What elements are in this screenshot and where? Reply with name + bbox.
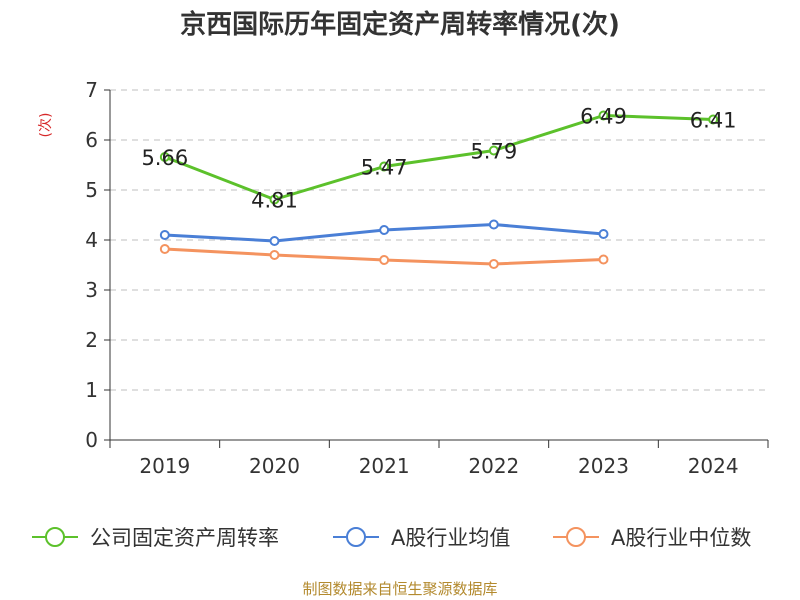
x-tick-label: 2024 xyxy=(688,454,739,478)
series-line xyxy=(164,114,714,201)
data-point xyxy=(379,161,390,172)
legend-marker xyxy=(566,527,586,547)
y-tick-label: 7 xyxy=(85,78,98,102)
data-point xyxy=(488,219,499,230)
legend-label: 公司固定资产周转率 xyxy=(90,526,279,550)
y-tick-label: 6 xyxy=(85,128,98,152)
y-tick-label: 5 xyxy=(85,178,98,202)
x-tick-label: 2019 xyxy=(139,454,190,478)
data-point xyxy=(159,244,170,254)
x-tick-label: 2023 xyxy=(578,454,629,478)
y-tick-label: 0 xyxy=(85,428,98,452)
data-label: 5.79 xyxy=(470,140,517,164)
data-point xyxy=(159,230,170,240)
axes: 0 1 2 3 4 5 6 7 2019 2020 2021 2022 2023 2024 xyxy=(85,78,769,478)
y-tick-label: 2 xyxy=(85,328,98,352)
grid-lines xyxy=(110,89,768,391)
legend-marker xyxy=(346,527,366,547)
data-point xyxy=(379,225,390,235)
series xyxy=(159,110,719,269)
chart-title: 京西国际历年固定资产周转率情况(次) xyxy=(180,10,620,40)
data-label: 6.49 xyxy=(580,105,627,129)
x-tick-label: 2021 xyxy=(359,454,410,478)
data-label: 5.47 xyxy=(361,156,408,180)
y-tick-label: 1 xyxy=(85,378,98,402)
x-tick-label: 2020 xyxy=(249,454,300,478)
legend-label: A股行业中位数 xyxy=(611,526,751,550)
data-point xyxy=(598,110,609,121)
data-label: 4.81 xyxy=(251,189,298,213)
data-label: 6.41 xyxy=(690,109,737,133)
data-point xyxy=(488,259,499,269)
data-point xyxy=(159,152,170,162)
data-labels: 5.66 4.81 5.47 5.79 6.49 6.41 xyxy=(141,105,736,213)
y-tick-label: 4 xyxy=(85,228,98,252)
legend: 公司固定资产周转率 A股行业均值 A股行业中位数 xyxy=(32,526,751,550)
source-note: 制图数据来自恒生聚源数据库 xyxy=(302,580,498,598)
data-point xyxy=(598,254,609,265)
data-point xyxy=(269,250,280,260)
data-point xyxy=(269,236,280,246)
x-tick-label: 2022 xyxy=(468,454,519,478)
data-label: 5.66 xyxy=(141,146,188,170)
legend-label: A股行业均值 xyxy=(391,526,510,550)
legend-marker xyxy=(45,527,65,547)
data-point xyxy=(488,145,499,156)
y-axis-label: (次) xyxy=(38,113,54,138)
data-point xyxy=(269,194,280,205)
data-point xyxy=(708,114,719,125)
data-point xyxy=(598,229,609,239)
y-tick-label: 3 xyxy=(85,278,98,302)
data-point xyxy=(379,255,390,265)
